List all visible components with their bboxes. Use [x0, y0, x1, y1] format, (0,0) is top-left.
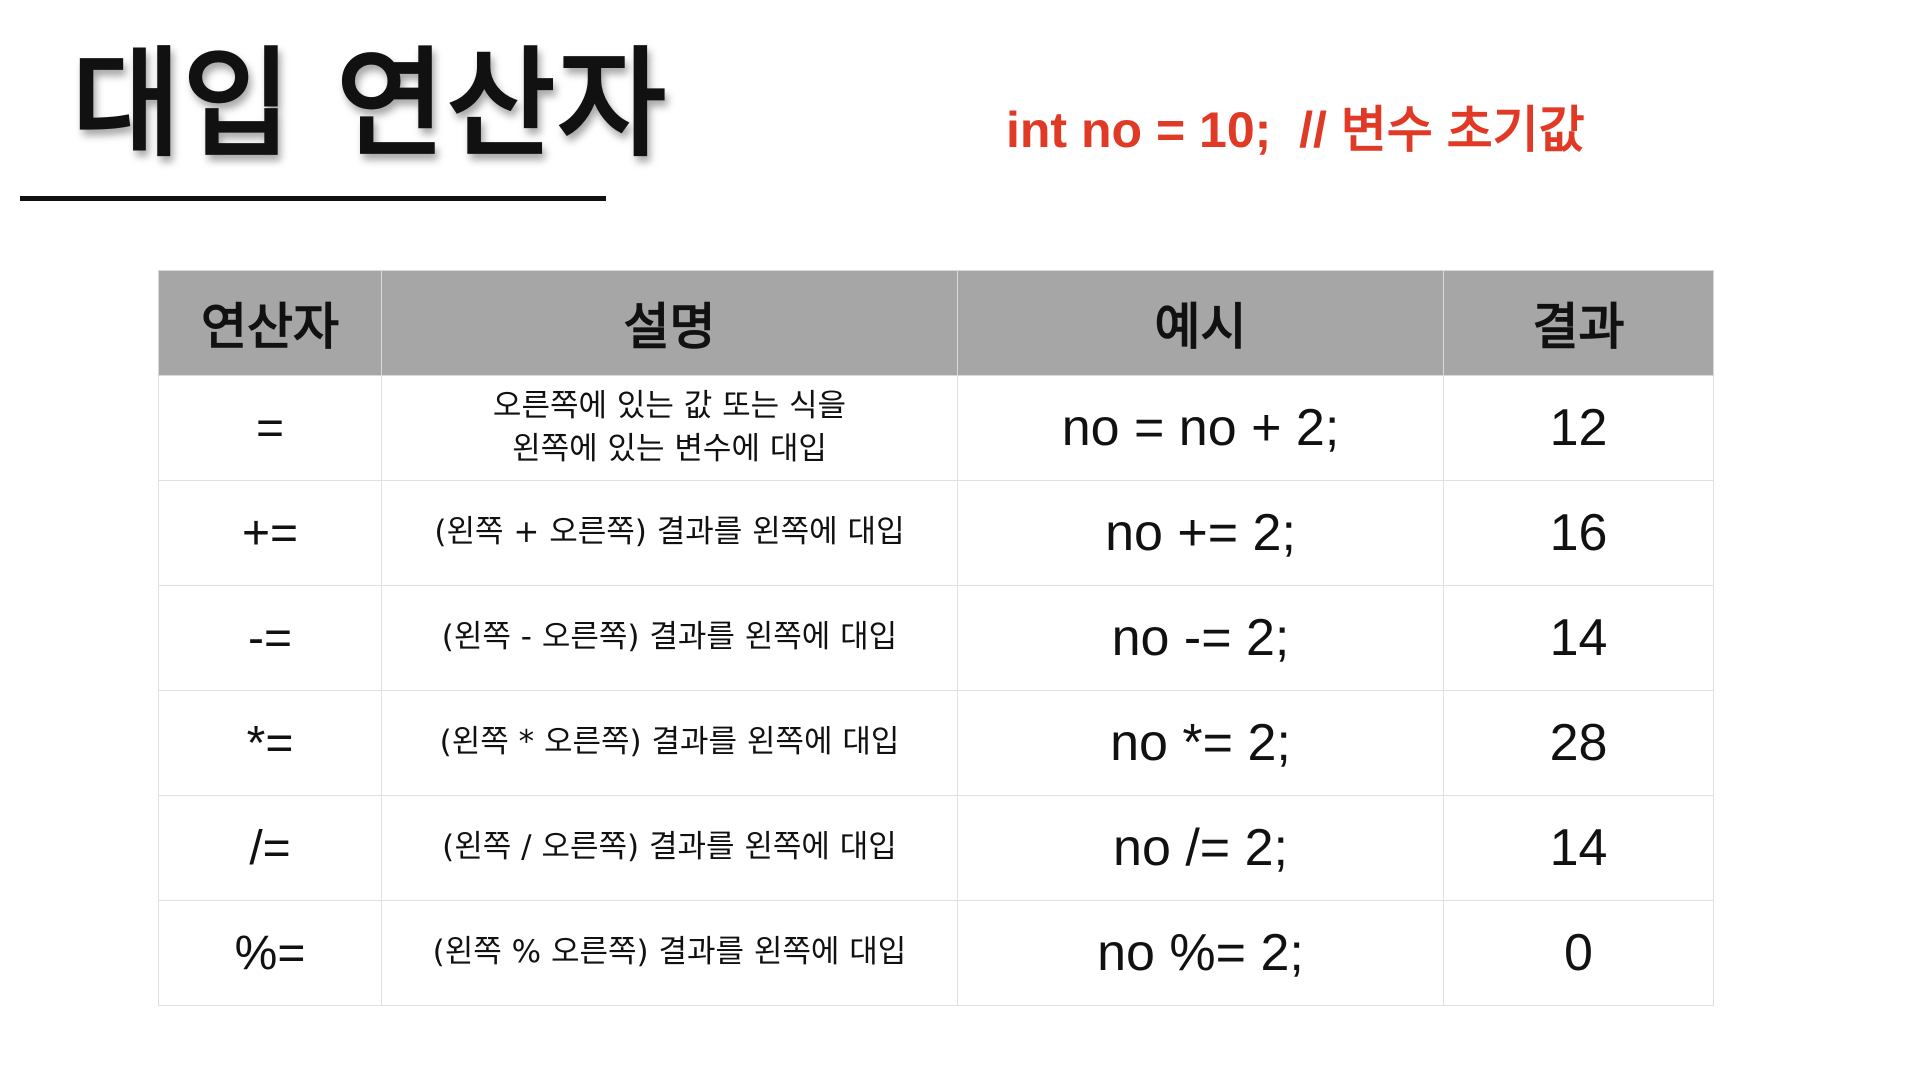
result-cell: 14	[1443, 795, 1714, 901]
result-cell: 14	[1443, 585, 1714, 691]
operator-cell: =	[158, 375, 382, 481]
description-line: (왼쪽 % 오른쪽) 결과를 왼쪽에 대입	[432, 934, 907, 971]
description-cell: (왼쪽 * 오른쪽) 결과를 왼쪽에 대입	[381, 690, 958, 796]
operator-table: 연산자 설명 예시 결과 = 오른쪽에 있는 값 또는 식을 왼쪽에 있는 변수…	[158, 270, 1714, 1006]
description-line: 왼쪽에 있는 변수에 대입	[512, 431, 827, 467]
result-cell: 12	[1443, 375, 1714, 481]
code-note: int no = 10; // 변수 초기값	[1006, 102, 1585, 158]
table-row: -= (왼쪽 - 오른쪽) 결과를 왼쪽에 대입 no -= 2; 14	[158, 585, 1714, 691]
operator-cell: *=	[158, 690, 382, 796]
description-cell: 오른쪽에 있는 값 또는 식을 왼쪽에 있는 변수에 대입	[381, 375, 958, 481]
table-row: /= (왼쪽 / 오른쪽) 결과를 왼쪽에 대입 no /= 2; 14	[158, 795, 1714, 901]
description-cell: (왼쪽 - 오른쪽) 결과를 왼쪽에 대입	[381, 585, 958, 691]
description-line: (왼쪽 - 오른쪽) 결과를 왼쪽에 대입	[441, 619, 898, 656]
operator-cell: %=	[158, 900, 382, 1006]
description-line: (왼쪽 + 오른쪽) 결과를 왼쪽에 대입	[434, 514, 905, 551]
header-example: 예시	[957, 270, 1444, 376]
header-result: 결과	[1443, 270, 1714, 376]
example-cell: no %= 2;	[957, 900, 1444, 1006]
table-row: = 오른쪽에 있는 값 또는 식을 왼쪽에 있는 변수에 대입 no = no …	[158, 375, 1714, 481]
operator-cell: /=	[158, 795, 382, 901]
description-line: (왼쪽 / 오른쪽) 결과를 왼쪽에 대입	[442, 829, 897, 866]
operator-cell: +=	[158, 480, 382, 586]
result-cell: 28	[1443, 690, 1714, 796]
header-operator: 연산자	[158, 270, 382, 376]
title-underline	[20, 196, 606, 201]
page-title: 대입 연산자	[72, 35, 668, 173]
operator-cell: -=	[158, 585, 382, 691]
result-cell: 0	[1443, 900, 1714, 1006]
example-cell: no /= 2;	[957, 795, 1444, 901]
description-line: (왼쪽 * 오른쪽) 결과를 왼쪽에 대입	[439, 724, 900, 761]
description-cell: (왼쪽 + 오른쪽) 결과를 왼쪽에 대입	[381, 480, 958, 586]
table-row: *= (왼쪽 * 오른쪽) 결과를 왼쪽에 대입 no *= 2; 28	[158, 690, 1714, 796]
table-row: += (왼쪽 + 오른쪽) 결과를 왼쪽에 대입 no += 2; 16	[158, 480, 1714, 586]
table-row: %= (왼쪽 % 오른쪽) 결과를 왼쪽에 대입 no %= 2; 0	[158, 900, 1714, 1006]
description-cell: (왼쪽 / 오른쪽) 결과를 왼쪽에 대입	[381, 795, 958, 901]
example-cell: no *= 2;	[957, 690, 1444, 796]
description-cell: (왼쪽 % 오른쪽) 결과를 왼쪽에 대입	[381, 900, 958, 1006]
table-header-row: 연산자 설명 예시 결과	[158, 270, 1714, 376]
result-cell: 16	[1443, 480, 1714, 586]
example-cell: no += 2;	[957, 480, 1444, 586]
header-description: 설명	[381, 270, 958, 376]
description-line: 오른쪽에 있는 값 또는 식을	[492, 387, 847, 424]
example-cell: no -= 2;	[957, 585, 1444, 691]
example-cell: no = no + 2;	[957, 375, 1444, 481]
